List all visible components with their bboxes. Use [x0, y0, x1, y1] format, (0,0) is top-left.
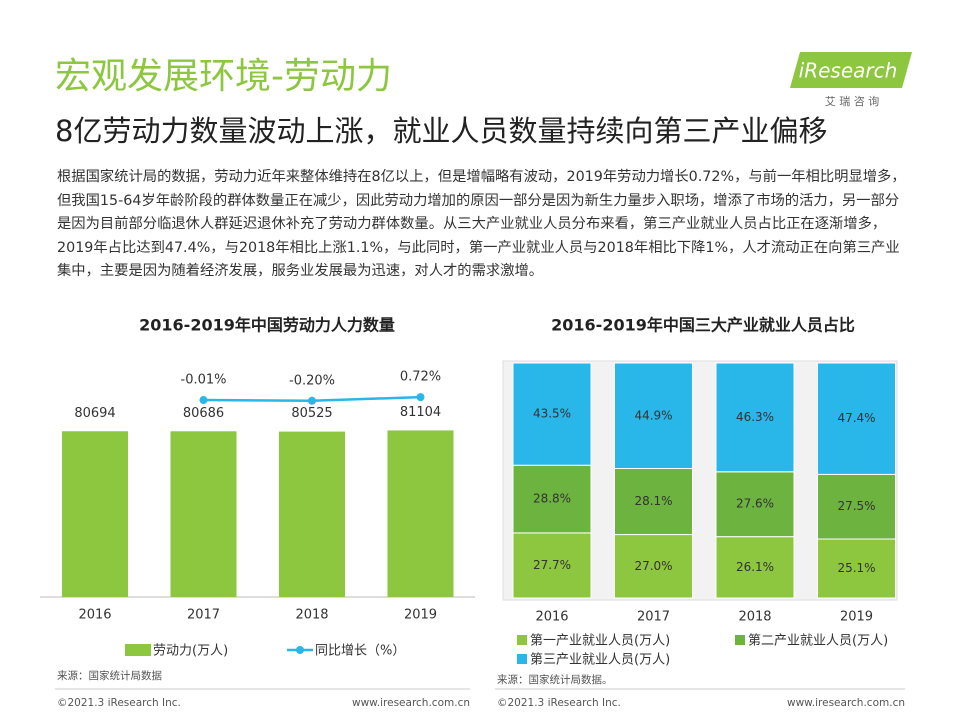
data-label: 27.0%: [634, 559, 672, 573]
data-label: 28.8%: [533, 492, 571, 506]
legend-label: 劳动力(万人): [153, 643, 228, 659]
legend-swatch: [735, 635, 745, 645]
legend-label: 第一产业就业人员(万人): [530, 634, 670, 649]
data-label: 27.5%: [837, 499, 875, 513]
x-tick-label: 2018: [295, 608, 328, 623]
line-point: [416, 393, 425, 402]
x-tick-label: 2017: [637, 610, 670, 625]
logo-sub: 艾 瑞 咨 询: [825, 94, 880, 108]
legend-label: 第二产业就业人员(万人): [748, 634, 888, 649]
line-point: [308, 396, 316, 405]
bar-segment: [614, 362, 693, 470]
bar-segment: [512, 464, 592, 534]
bar-segment: [817, 473, 896, 540]
data-label: 26.1%: [736, 560, 774, 574]
chart-title: 2016-2019年中国三大产业就业人员占比: [551, 316, 855, 335]
bar-segment: [512, 362, 592, 466]
page-title: 宏观发展环境-劳动力: [55, 56, 392, 97]
data-label: 80694: [74, 406, 115, 421]
data-label: -0.20%: [289, 373, 335, 388]
x-tick-label: 2016: [535, 610, 568, 625]
bar: [279, 431, 345, 597]
data-label: 47.4%: [837, 411, 875, 425]
source: 来源：国家统计局数据: [57, 669, 162, 682]
chart-title: 2016-2019年中国劳动力人力数量: [139, 316, 395, 335]
legend-swatch: [517, 635, 527, 645]
footer-text: www.iresearch.com.cn: [787, 697, 905, 709]
bar-segment: [512, 532, 592, 599]
data-label: 27.6%: [736, 497, 774, 511]
footer-text: www.iresearch.com.cn: [352, 697, 470, 709]
data-label: 81104: [400, 405, 441, 420]
body-text: 根据国家统计局的数据，劳动力近年来整体维持在8亿以上，但是增幅略有波动，2019…: [57, 169, 906, 280]
data-label: 44.9%: [634, 408, 672, 422]
data-label: 27.7%: [533, 558, 571, 572]
x-tick-label: 2019: [840, 610, 873, 625]
legend-label: 同比增长（%）: [315, 644, 405, 659]
data-label: 80525: [291, 406, 332, 421]
bar-segment: [614, 534, 693, 599]
data-label: 46.3%: [736, 410, 774, 424]
data-label: 28.1%: [634, 494, 672, 508]
data-label: 80686: [183, 406, 224, 421]
bar-segment: [817, 538, 896, 599]
logo: iResearch: [799, 59, 898, 83]
footer-text: ©2021.3 iResearch Inc.: [497, 697, 621, 709]
legend-label: 第三产业就业人员(万人): [530, 653, 670, 668]
x-tick-label: 2018: [738, 610, 771, 625]
footer-text: ©2021.3 iResearch Inc.: [57, 697, 181, 709]
data-label: 43.5%: [533, 407, 571, 421]
legend-swatch: [296, 646, 304, 654]
data-label: 25.1%: [837, 561, 875, 575]
bar-segment: [715, 362, 795, 473]
source: 来源：国家统计局数据。: [497, 673, 613, 686]
bar-segment: [614, 468, 693, 536]
legend-swatch: [517, 654, 527, 664]
data-label: -0.01%: [181, 373, 227, 388]
data-label: 0.72%: [400, 370, 441, 385]
bar: [170, 431, 237, 597]
legend-swatch: [125, 644, 151, 656]
bar-segment: [715, 471, 795, 538]
line-point: [199, 396, 208, 405]
x-tick-label: 2016: [78, 608, 111, 623]
bar-segment: [817, 362, 896, 475]
logo-shape: [790, 52, 912, 88]
page-subtitle: 8亿劳动力数量波动上涨，就业人员数量持续向第三产业偏移: [55, 114, 827, 148]
x-tick-label: 2017: [187, 608, 220, 623]
bar: [62, 431, 128, 597]
bar: [387, 430, 454, 597]
x-tick-label: 2019: [404, 608, 437, 623]
